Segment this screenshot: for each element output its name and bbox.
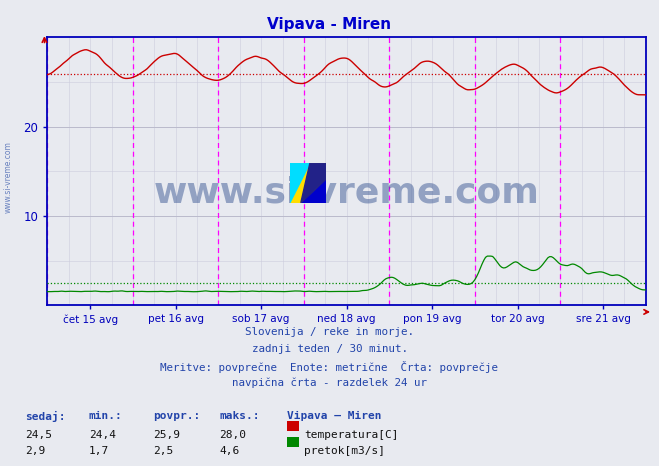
Text: 2,5: 2,5: [154, 446, 174, 456]
Text: www.si-vreme.com: www.si-vreme.com: [3, 141, 13, 213]
Text: Vipava – Miren: Vipava – Miren: [287, 411, 381, 421]
Text: povpr.:: povpr.:: [154, 411, 201, 421]
Text: Meritve: povprečne  Enote: metrične  Črta: povprečje: Meritve: povprečne Enote: metrične Črta:…: [161, 361, 498, 373]
Text: 24,5: 24,5: [25, 430, 52, 439]
Polygon shape: [301, 179, 326, 203]
Text: 2,9: 2,9: [25, 446, 45, 456]
Text: 25,9: 25,9: [154, 430, 181, 439]
Text: pretok[m3/s]: pretok[m3/s]: [304, 446, 385, 456]
Text: www.si-vreme.com: www.si-vreme.com: [154, 176, 540, 210]
Polygon shape: [301, 163, 326, 203]
Text: 28,0: 28,0: [219, 430, 246, 439]
Text: zadnji teden / 30 minut.: zadnji teden / 30 minut.: [252, 344, 407, 354]
Text: Vipava - Miren: Vipava - Miren: [268, 17, 391, 32]
Text: navpična črta - razdelek 24 ur: navpična črta - razdelek 24 ur: [232, 377, 427, 388]
Text: Slovenija / reke in morje.: Slovenija / reke in morje.: [245, 327, 414, 337]
Text: sedaj:: sedaj:: [25, 411, 65, 422]
Text: 24,4: 24,4: [89, 430, 116, 439]
Text: temperatura[C]: temperatura[C]: [304, 430, 398, 439]
Text: min.:: min.:: [89, 411, 123, 421]
Text: 1,7: 1,7: [89, 446, 109, 456]
Text: maks.:: maks.:: [219, 411, 260, 421]
Polygon shape: [290, 163, 310, 203]
Text: 4,6: 4,6: [219, 446, 240, 456]
